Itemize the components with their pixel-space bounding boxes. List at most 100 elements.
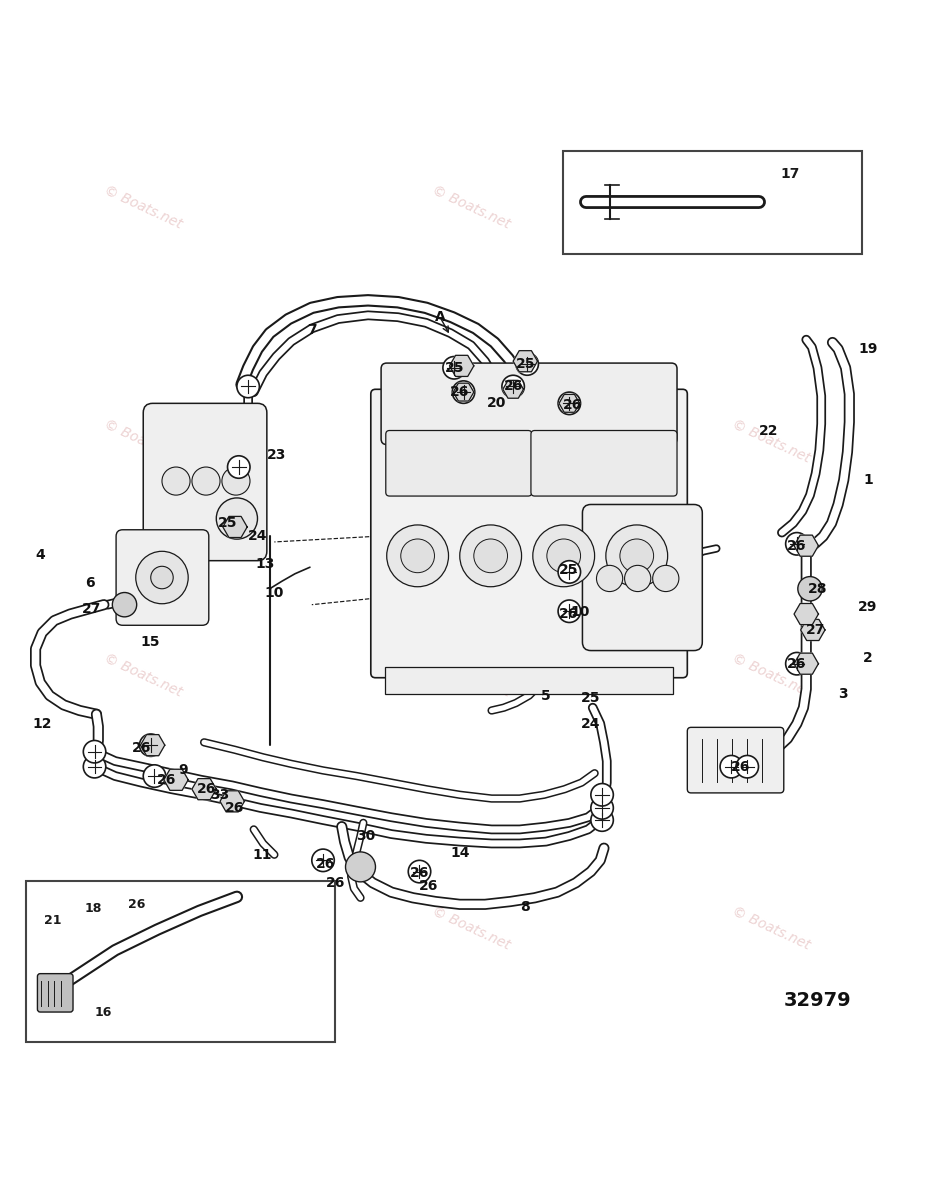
Text: 17: 17 <box>780 167 800 181</box>
Text: © Boats.net: © Boats.net <box>430 416 512 466</box>
Text: 13: 13 <box>255 558 275 571</box>
FancyBboxPatch shape <box>38 973 73 1012</box>
Circle shape <box>591 784 613 806</box>
Text: 24: 24 <box>581 716 601 731</box>
Text: 25: 25 <box>559 563 578 577</box>
Text: 23: 23 <box>267 448 286 462</box>
Circle shape <box>596 565 623 592</box>
Circle shape <box>400 539 434 572</box>
Text: 25: 25 <box>218 516 237 530</box>
FancyBboxPatch shape <box>143 403 267 560</box>
Text: 32979: 32979 <box>784 991 852 1010</box>
Bar <box>562 150 863 253</box>
Circle shape <box>558 560 580 583</box>
Text: 8: 8 <box>520 900 530 914</box>
Circle shape <box>786 653 808 674</box>
Text: 19: 19 <box>858 342 878 356</box>
Text: 25: 25 <box>515 358 535 371</box>
Text: © Boats.net: © Boats.net <box>430 904 512 952</box>
Circle shape <box>151 566 173 589</box>
Circle shape <box>533 524 594 587</box>
Polygon shape <box>794 653 819 674</box>
Circle shape <box>591 797 613 820</box>
Text: A: A <box>434 310 446 324</box>
Text: 14: 14 <box>450 846 469 860</box>
Text: 26: 26 <box>503 379 523 394</box>
Text: 11: 11 <box>252 847 272 862</box>
Circle shape <box>452 380 475 403</box>
Polygon shape <box>449 355 474 377</box>
Circle shape <box>387 524 448 587</box>
Polygon shape <box>220 791 244 812</box>
Circle shape <box>798 576 822 601</box>
Text: © Boats.net: © Boats.net <box>729 650 812 700</box>
Circle shape <box>83 756 106 778</box>
Circle shape <box>606 524 668 587</box>
Text: 10: 10 <box>265 586 284 600</box>
FancyBboxPatch shape <box>582 504 703 650</box>
Circle shape <box>312 850 334 871</box>
Circle shape <box>192 467 220 496</box>
Text: 29: 29 <box>858 600 878 614</box>
Polygon shape <box>503 380 524 398</box>
Text: 26: 26 <box>788 656 806 671</box>
Text: © Boats.net: © Boats.net <box>102 416 185 466</box>
Text: 26: 26 <box>128 898 145 911</box>
Circle shape <box>653 565 679 592</box>
Text: 16: 16 <box>94 1006 112 1019</box>
Circle shape <box>591 809 613 832</box>
Circle shape <box>625 565 651 592</box>
Polygon shape <box>150 912 180 938</box>
Text: 4: 4 <box>36 548 45 562</box>
Text: 26: 26 <box>317 857 335 871</box>
Text: 30: 30 <box>356 829 376 842</box>
Text: 26: 26 <box>788 539 806 553</box>
Circle shape <box>720 756 742 778</box>
Circle shape <box>139 734 162 756</box>
Text: 20: 20 <box>487 396 506 410</box>
Text: 26: 26 <box>410 866 430 881</box>
Circle shape <box>558 392 580 414</box>
Circle shape <box>738 190 762 214</box>
Text: 5: 5 <box>541 689 551 702</box>
Polygon shape <box>68 959 97 985</box>
Text: © Boats.net: © Boats.net <box>729 904 812 952</box>
Text: © Boats.net: © Boats.net <box>102 904 185 952</box>
Polygon shape <box>105 935 135 961</box>
Text: 12: 12 <box>32 716 52 731</box>
Text: 26: 26 <box>326 876 345 890</box>
Circle shape <box>83 740 106 763</box>
Polygon shape <box>164 769 188 791</box>
FancyBboxPatch shape <box>371 389 688 678</box>
Circle shape <box>346 852 376 882</box>
Polygon shape <box>794 535 819 557</box>
Circle shape <box>474 539 508 572</box>
Text: 9: 9 <box>179 763 188 778</box>
Circle shape <box>162 467 190 496</box>
Text: 27: 27 <box>806 623 825 637</box>
Circle shape <box>558 600 580 623</box>
Text: 26: 26 <box>731 760 751 774</box>
Circle shape <box>408 860 430 883</box>
Text: 26: 26 <box>157 773 176 787</box>
Polygon shape <box>140 734 165 756</box>
Polygon shape <box>453 383 474 401</box>
FancyBboxPatch shape <box>386 431 532 496</box>
Polygon shape <box>559 395 579 413</box>
Circle shape <box>502 376 525 397</box>
Text: 15: 15 <box>140 635 159 649</box>
Text: 7: 7 <box>307 323 317 337</box>
Bar <box>385 667 674 694</box>
Text: 33: 33 <box>210 787 230 802</box>
Circle shape <box>222 467 250 496</box>
Text: 10: 10 <box>571 605 591 619</box>
Text: 28: 28 <box>807 582 827 595</box>
Text: 18: 18 <box>85 901 103 914</box>
Text: 26: 26 <box>197 782 217 796</box>
Text: 6: 6 <box>85 576 95 590</box>
Circle shape <box>236 376 259 397</box>
Circle shape <box>217 498 257 539</box>
Circle shape <box>516 353 539 376</box>
FancyBboxPatch shape <box>382 364 677 444</box>
Text: 21: 21 <box>43 913 61 926</box>
